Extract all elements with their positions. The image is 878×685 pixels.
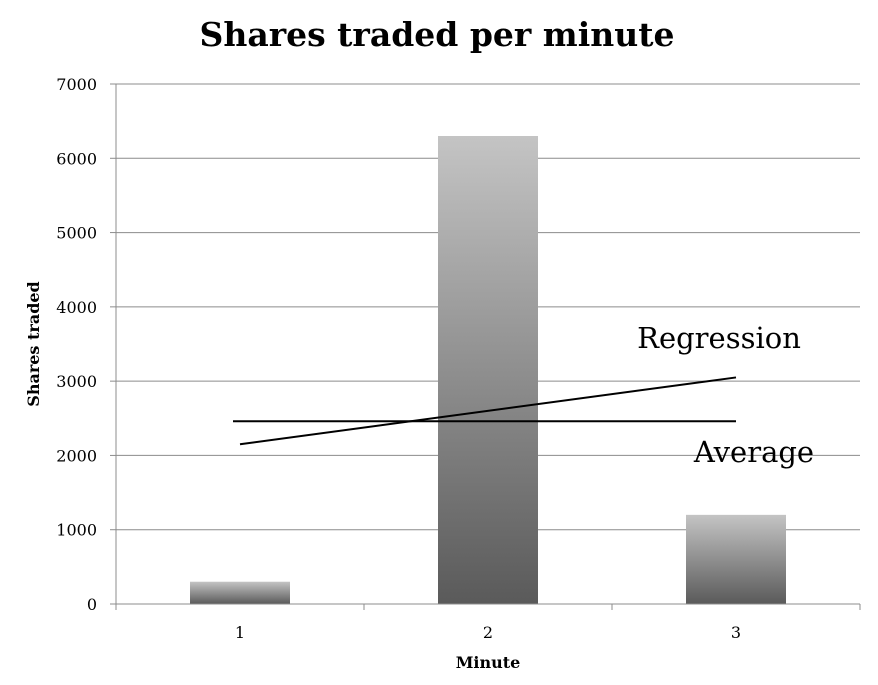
bar-2 <box>438 136 538 604</box>
axes <box>110 83 861 610</box>
y-tick-label: 6000 <box>56 149 97 168</box>
bar-3 <box>686 514 786 604</box>
chart-title: Shares traded per minute <box>200 15 675 54</box>
y-tick-label: 2000 <box>56 446 97 465</box>
line-regression <box>239 376 737 446</box>
x-tick-label-3: 3 <box>731 623 741 642</box>
y-tick-label: 4000 <box>56 298 97 317</box>
tick-labels: 0 1000 2000 3000 4000 5000 6000 7000 1 2 3 <box>56 75 741 642</box>
y-tick-label: 3000 <box>56 372 97 391</box>
annotation-regression: Regression <box>637 321 801 355</box>
y-tick-label: 1000 <box>56 521 97 540</box>
trend-lines <box>233 376 737 446</box>
y-tick-label: 0 <box>87 595 97 614</box>
y-tick-label: 7000 <box>56 75 97 94</box>
annotation-average: Average <box>693 435 814 469</box>
y-axis-title: Shares traded <box>24 281 43 406</box>
y-tick-label: 5000 <box>56 224 97 243</box>
bar-1 <box>190 581 290 604</box>
x-axis-title: Minute <box>456 653 521 672</box>
x-tick-label-1: 1 <box>235 623 245 642</box>
bars <box>190 136 786 604</box>
x-tick-label-2: 2 <box>483 623 493 642</box>
